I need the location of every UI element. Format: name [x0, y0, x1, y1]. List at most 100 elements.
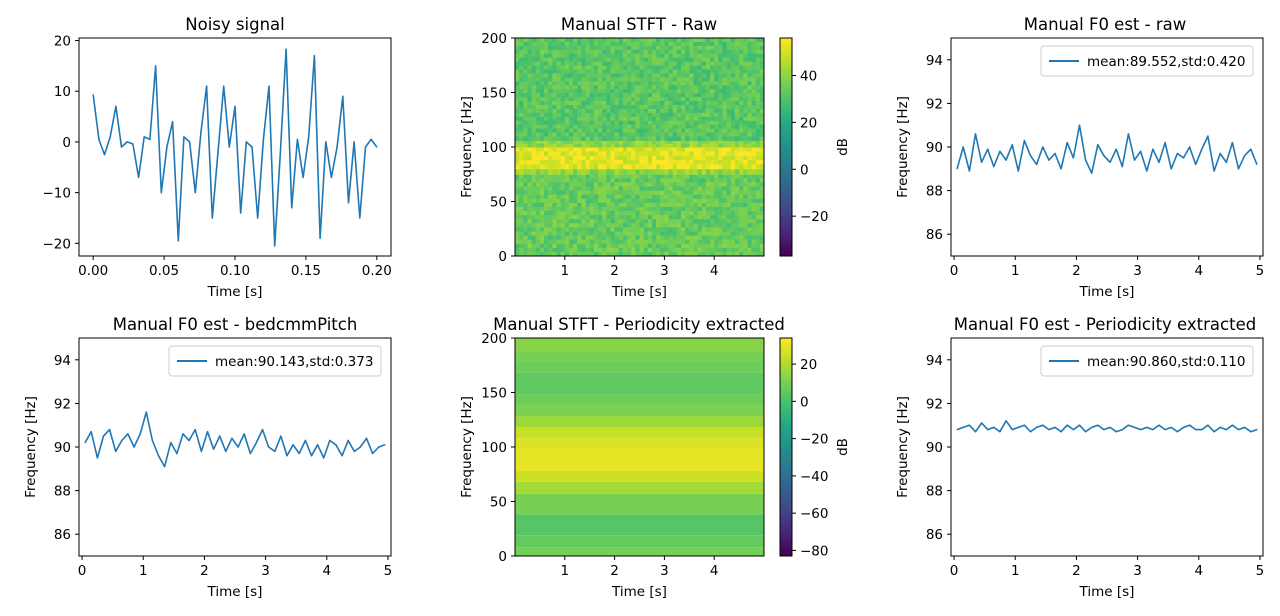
heatmap-cell-1-0-18-26 [622, 247, 628, 253]
heatmap-cell-1-4-12-53 [734, 85, 740, 90]
heatmap-cell-1-0-0-18 [589, 174, 595, 179]
heatmap-cell-1-3-1-52 [730, 143, 736, 148]
heatmap-cell-1-2-3-14 [573, 160, 578, 165]
heatmap-cell-1-0-12-48 [714, 223, 719, 228]
heatmap-cell-1-4-9-54 [739, 73, 744, 78]
heatmap-cell-1-0-7-47 [710, 202, 715, 208]
heatmap-cell-1-4-12-26 [622, 85, 628, 90]
heatmap-cell-1-4-15-29 [635, 97, 640, 102]
heatmap-cell-1-4-5-22 [606, 57, 611, 63]
heatmap-cell-1-4-14-31 [643, 93, 649, 98]
data-point-0-0-38 [308, 136, 310, 138]
heatmap-cell-1-4-4-12 [564, 53, 570, 59]
heatmap-cell-1-4-20-54 [739, 116, 744, 122]
data-point-0-0-36 [296, 138, 298, 140]
heatmap-cell-1-4-4-9 [552, 53, 557, 59]
heatmap-cell-1-0-1-20 [598, 178, 603, 183]
heatmap-cell-1-2-4-20 [598, 164, 603, 170]
heatmap-cell-1-4-6-30 [639, 61, 645, 67]
heatmap-cell-1-0-4-15 [577, 190, 582, 196]
heatmap-cell-1-2-2-9 [552, 155, 557, 161]
heatmap-cell-1-4-1-50 [722, 41, 728, 47]
x-tick-label-3-5: 5 [384, 563, 393, 579]
heatmap-cell-1-4-5-23 [610, 57, 616, 63]
heatmap-cell-1-0-9-53 [734, 211, 740, 216]
heatmap-cell-1-4-16-10 [556, 101, 562, 106]
heatmap-cell-1-4-18-26 [622, 108, 628, 114]
heatmap-cell-1-4-14-19 [593, 93, 599, 98]
heatmap-cell-1-1-0-18 [589, 168, 595, 175]
heatmap-cell-1-4-22-24 [614, 124, 620, 130]
heatmap-cell-1-4-10-29 [635, 77, 640, 82]
heatmap-cell-1-2-1-27 [627, 151, 632, 157]
heatmap-cell-1-4-18-33 [651, 108, 657, 114]
heatmap-cell-1-4-25-35 [660, 136, 665, 141]
heatmap-cell-1-4-12-20 [598, 85, 603, 90]
heatmap-cell-1-1-0-20 [598, 168, 603, 175]
data-point-5-0-12 [1029, 431, 1032, 433]
data-point-5-0-33 [1158, 424, 1160, 426]
heatmap-cell-1-0-14-5 [535, 231, 541, 237]
heatmap-cell-1-0-4-36 [664, 190, 670, 196]
heatmap-cell-1-3-1-2 [523, 143, 528, 148]
heatmap-cell-1-1-0-35 [660, 168, 665, 175]
heatmap-cell-1-4-11-37 [668, 81, 674, 86]
heatmap-cell-1-4-17-8 [548, 104, 553, 110]
heatmap-cell-1-4-25-16 [581, 136, 587, 141]
heatmap-cell-1-1-0-30 [639, 168, 645, 175]
heatmap-cell-1-0-12-39 [676, 223, 682, 228]
heatmap-cell-1-0-18-21 [602, 247, 607, 253]
heatmap-cell-1-0-5-2 [523, 194, 528, 200]
heatmap-cell-1-0-16-34 [656, 239, 661, 245]
heatmap-cell-1-4-16-31 [643, 101, 649, 106]
heatmap-cell-1-0-2-32 [647, 182, 653, 188]
heatmap-cell-1-0-5-30 [639, 194, 645, 200]
heatmap-cell-1-0-16-59 [759, 239, 765, 245]
heatmap-cell-1-0-13-39 [676, 227, 682, 232]
heatmap-cell-1-0-13-13 [568, 227, 574, 232]
heatmap-cell-1-4-9-24 [614, 73, 620, 78]
heatmap-cell-1-0-0-46 [705, 174, 711, 179]
heatmap-cell-1-2-2-58 [755, 155, 761, 161]
heatmap-cell-1-4-10-27 [627, 77, 632, 82]
heatmap-cell-1-3-0-39 [676, 140, 682, 145]
heatmap-cell-1-4-25-40 [681, 136, 686, 141]
heatmap-cell-1-4-2-34 [656, 45, 661, 51]
heatmap-cell-1-4-7-52 [730, 65, 736, 71]
heatmap-cell-1-0-7-1 [519, 202, 524, 208]
heatmap-cell-1-0-7-37 [668, 202, 674, 208]
heatmap-cell-1-4-22-4 [531, 124, 537, 130]
heatmap-cell-1-2-1-34 [656, 151, 661, 157]
heatmap-cell-1-4-1-41 [685, 41, 690, 47]
heatmap-cell-1-2-2-6 [539, 155, 545, 161]
heatmap-cell-1-4-1-6 [539, 41, 545, 47]
heatmap-cell-1-0-17-12 [564, 243, 570, 249]
heatmap-cell-1-4-8-21 [602, 69, 607, 74]
heatmap-cell-1-4-14-32 [647, 93, 653, 98]
heatmap-cell-1-0-4-55 [743, 190, 748, 196]
heatmap-cell-1-4-11-43 [693, 81, 699, 86]
heatmap-cell-1-0-18-10 [556, 247, 562, 253]
heatmap-cell-1-3-0-41 [685, 140, 690, 145]
heatmap-cell-1-4-17-53 [734, 104, 740, 110]
x-axis-label-3: Time [s] [207, 584, 263, 600]
heatmap-cell-1-0-0-34 [656, 174, 661, 179]
heatmap-cell-1-4-24-22 [606, 132, 611, 138]
heatmap-cell-1-0-17-19 [593, 243, 599, 249]
heatmap-cell-1-0-11-32 [647, 219, 653, 224]
heatmap-cell-1-2-3-28 [631, 160, 636, 165]
heatmap-cell-1-0-17-42 [689, 243, 694, 249]
heatmap-cell-1-4-9-51 [726, 73, 732, 78]
heatmap-cell-1-0-5-0 [515, 194, 520, 200]
heatmap-cell-1-4-3-58 [755, 49, 761, 55]
heatmap-cell-1-4-12-12 [564, 85, 570, 90]
heatmap-cell-1-4-4-37 [668, 53, 674, 59]
heatmap-cell-1-4-15-20 [598, 97, 603, 102]
heatmap-cell-1-0-16-53 [734, 239, 740, 245]
heatmap-cell-1-0-17-14 [573, 243, 578, 249]
heatmap-cell-1-4-8-23 [610, 69, 616, 74]
heatmap-cell-1-0-9-22 [606, 211, 611, 216]
heatmap-cell-1-2-1-21 [602, 151, 607, 157]
heatmap-cell-1-4-9-36 [664, 73, 670, 78]
heatmap-cell-1-4-18-5 [535, 108, 541, 114]
